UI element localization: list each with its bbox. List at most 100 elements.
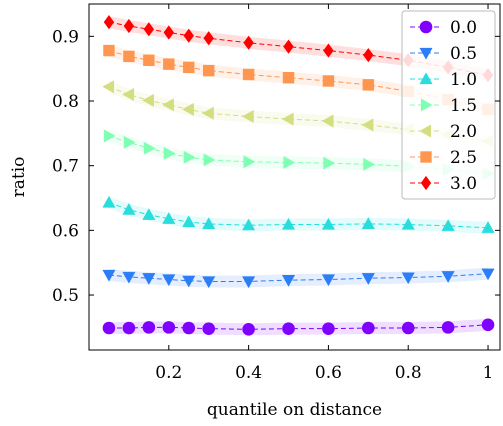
marker-series-6-7 bbox=[283, 39, 294, 54]
marker-series-1-8 bbox=[321, 274, 335, 287]
marker-series-3-0 bbox=[103, 129, 116, 143]
marker-series-0-4 bbox=[182, 321, 196, 335]
marker-series-2-0 bbox=[102, 195, 116, 208]
marker-series-1-6 bbox=[242, 276, 256, 289]
marker-series-0-6 bbox=[242, 323, 255, 336]
marker-series-5-5 bbox=[203, 64, 215, 77]
legend-label-6: 3.0 bbox=[450, 174, 477, 194]
marker-series-5-7 bbox=[282, 72, 295, 84]
x-tick-label-2: 0.6 bbox=[315, 363, 342, 383]
legend: 0.0 0.5 1.0 1.5 2.0 2.5 3.0 bbox=[401, 10, 496, 200]
legend-label-4: 2.0 bbox=[450, 122, 477, 142]
marker-series-2-6 bbox=[242, 218, 256, 231]
marker-series-2-3 bbox=[162, 212, 176, 224]
marker-series-3-6 bbox=[243, 155, 256, 169]
marker-series-0-12 bbox=[481, 318, 495, 332]
marker-series-6-5 bbox=[203, 31, 214, 46]
marker-series-3-5 bbox=[203, 153, 216, 167]
legend-label-2: 1.0 bbox=[450, 70, 477, 90]
marker-series-0-8 bbox=[322, 322, 335, 335]
marker-series-6-0 bbox=[103, 14, 115, 30]
marker-series-4-3 bbox=[162, 98, 174, 112]
y-tick-label-1: 0.6 bbox=[52, 221, 79, 241]
band-series-5 bbox=[108, 44, 489, 116]
x-tick-label-1: 0.4 bbox=[235, 363, 262, 383]
x-axis-ticks: 0.2 0.4 0.6 0.8 1 bbox=[155, 4, 493, 383]
marker-series-3-7 bbox=[283, 155, 296, 169]
marker-series-0-3 bbox=[162, 321, 176, 334]
marker-series-2-11 bbox=[441, 219, 455, 231]
marker-series-1-7 bbox=[282, 275, 296, 287]
marker-series-4-0 bbox=[102, 80, 115, 94]
y-tick-label-4: 0.9 bbox=[52, 27, 79, 47]
legend-marker-6 bbox=[420, 175, 432, 191]
marker-series-6-1 bbox=[123, 18, 135, 34]
legend-label-3: 1.5 bbox=[450, 96, 477, 116]
marker-series-5-1 bbox=[123, 50, 135, 63]
y-tick-label-3: 0.8 bbox=[52, 92, 79, 112]
marker-series-0-7 bbox=[282, 322, 295, 335]
marker-series-0-10 bbox=[401, 321, 415, 335]
marker-series-5-4 bbox=[183, 61, 195, 74]
marker-series-5-0 bbox=[103, 44, 115, 57]
legend-marker-2 bbox=[419, 72, 433, 85]
marker-series-0-0 bbox=[102, 321, 116, 335]
legend-marker-1 bbox=[419, 47, 433, 60]
marker-series-6-6 bbox=[243, 35, 254, 50]
legend-marker-3 bbox=[420, 98, 433, 112]
marker-series-5-2 bbox=[143, 54, 155, 66]
band-series-4 bbox=[108, 80, 489, 148]
marker-series-2-2 bbox=[142, 208, 156, 220]
marker-series-6-3 bbox=[163, 25, 174, 40]
x-tick-label-0: 0.2 bbox=[155, 363, 182, 383]
marker-series-3-1 bbox=[123, 135, 136, 149]
band-series-6 bbox=[108, 16, 489, 82]
y-tick-label-2: 0.7 bbox=[52, 157, 79, 177]
marker-series-4-5 bbox=[202, 106, 214, 120]
marker-series-4-7 bbox=[281, 112, 294, 126]
marker-series-4-9 bbox=[361, 118, 374, 132]
marker-series-3-9 bbox=[363, 157, 375, 171]
marker-series-3-3 bbox=[163, 146, 176, 160]
plot-frame bbox=[88, 3, 501, 351]
marker-series-4-1 bbox=[122, 88, 135, 102]
marker-series-5-8 bbox=[322, 75, 335, 87]
marker-series-1-5 bbox=[202, 276, 216, 289]
marker-series-5-3 bbox=[163, 58, 175, 70]
marker-series-1-12 bbox=[481, 268, 495, 281]
legend-marker-5 bbox=[420, 151, 432, 163]
marker-series-4-6 bbox=[241, 110, 254, 124]
marker-series-6-4 bbox=[183, 28, 194, 43]
legend-marker-0 bbox=[419, 20, 433, 34]
x-tick-label-3: 0.8 bbox=[395, 363, 422, 383]
marker-series-6-9 bbox=[363, 47, 374, 63]
marker-series-1-1 bbox=[122, 271, 136, 284]
marker-series-0-1 bbox=[122, 321, 136, 335]
marker-series-2-12 bbox=[481, 221, 495, 233]
legend-box bbox=[401, 10, 496, 200]
band-series-2 bbox=[108, 196, 489, 234]
marker-series-3-4 bbox=[183, 150, 196, 164]
legend-label-5: 2.5 bbox=[450, 148, 477, 168]
marker-series-1-0 bbox=[102, 269, 116, 282]
marker-series-4-2 bbox=[142, 93, 154, 107]
legend-label-1: 0.5 bbox=[450, 44, 477, 64]
marker-series-5-6 bbox=[242, 68, 255, 81]
x-tick-label-4: 1 bbox=[483, 363, 494, 383]
marker-series-2-10 bbox=[401, 217, 415, 230]
band-series-3 bbox=[108, 129, 489, 180]
marker-series-0-9 bbox=[362, 321, 375, 335]
marker-series-5-9 bbox=[362, 79, 375, 91]
marker-series-1-9 bbox=[361, 273, 375, 285]
marker-series-3-2 bbox=[143, 141, 156, 155]
marker-series-0-5 bbox=[202, 322, 216, 335]
marker-series-0-11 bbox=[441, 321, 455, 334]
x-axis-title: quantile on distance bbox=[207, 400, 382, 420]
marker-series-1-10 bbox=[401, 272, 415, 285]
y-axis-title: ratio bbox=[9, 157, 29, 198]
marker-series-0-2 bbox=[142, 321, 156, 334]
marker-series-3-8 bbox=[323, 156, 336, 170]
marker-series-1-4 bbox=[182, 275, 196, 288]
marker-series-1-2 bbox=[142, 273, 156, 285]
